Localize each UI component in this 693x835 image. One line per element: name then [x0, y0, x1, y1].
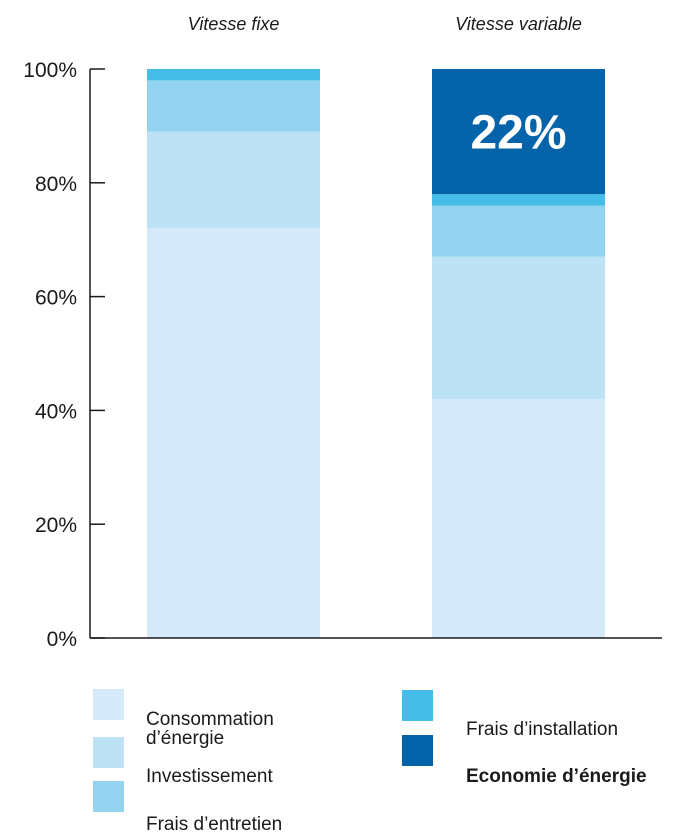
y-tick-label-4: 80%	[35, 173, 77, 196]
y-tick-label-0: 0%	[47, 628, 77, 650]
y-tick-label-3: 60%	[35, 287, 77, 310]
legend-swatch-investissement	[93, 737, 124, 768]
category-label-0: Vitesse fixe	[188, 14, 280, 34]
bar-segment-0-3	[147, 69, 320, 81]
bar-segment-0-2	[147, 80, 320, 132]
category-label-1: Vitesse variable	[455, 14, 582, 34]
bar-segment-1-0	[432, 399, 605, 638]
y-tick-label-1: 20%	[35, 514, 77, 537]
legend-swatch-installation	[402, 690, 433, 721]
legend-label-installation: Frais d’installation	[466, 719, 619, 740]
bar-segment-0-0	[147, 228, 320, 638]
legend-label-consommation: Consommation d’énergie	[146, 709, 274, 749]
legend-swatch-entretien	[93, 781, 124, 812]
data-label-0: 22%	[470, 107, 566, 160]
stacked-bar-chart: Vitesse fixe Vitesse variable 22% 0% 20% 40% 6…	[23, 14, 662, 650]
bar-segment-0-1	[147, 131, 320, 229]
legend-label-economie: Economie d’énergie	[466, 766, 647, 787]
y-tick-label-5: 100%	[23, 59, 77, 82]
bar-segment-1-1	[432, 256, 605, 400]
bar-segment-1-3	[432, 194, 605, 206]
legend-label-entretien: Frais d’entretien	[146, 814, 283, 835]
legend-swatch-consommation	[93, 689, 124, 720]
legend-label-investissement: Investissement	[146, 766, 273, 787]
bar-segment-1-2	[432, 205, 605, 257]
y-tick-label-2: 40%	[35, 400, 77, 423]
legend-swatch-economie	[402, 735, 433, 766]
bar-segment-1-4	[432, 69, 605, 195]
